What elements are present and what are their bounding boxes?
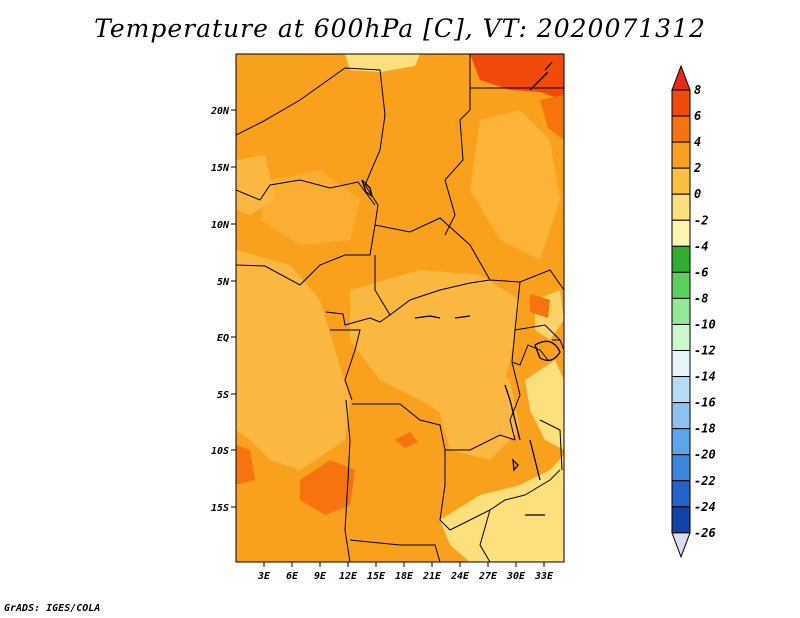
lat-label: 5N bbox=[217, 277, 230, 288]
colorbar-swatch bbox=[671, 115, 691, 143]
colorbar-label: -18 bbox=[694, 422, 716, 436]
lat-label: 10S bbox=[211, 446, 229, 457]
colorbar-swatch bbox=[671, 297, 691, 325]
colorbar-label: -6 bbox=[694, 265, 708, 279]
colorbar-swatch bbox=[671, 167, 691, 195]
grads-credit: GrADS: IGES/COLA bbox=[4, 603, 101, 614]
colorbar-label: -2 bbox=[694, 213, 708, 227]
colorbar-label: -4 bbox=[694, 239, 708, 253]
lon-axis bbox=[263, 562, 545, 567]
map-frame bbox=[235, 53, 565, 563]
colorbar-swatch bbox=[671, 193, 691, 221]
colorbar: 8 6 4 2 0 -2 -4 -6 -8 -10 -12 -14 -16 -18 -20 -22 -24 -26 bbox=[671, 64, 716, 559]
lon-label: 18E bbox=[395, 571, 414, 582]
colorbar-label: -8 bbox=[694, 291, 708, 305]
colorbar-swatch bbox=[671, 350, 691, 378]
colorbar-label: -24 bbox=[694, 500, 716, 514]
lat-axis bbox=[231, 109, 236, 508]
lon-label: 33E bbox=[534, 571, 554, 582]
lon-label: 27E bbox=[478, 571, 498, 582]
lon-label: 15E bbox=[367, 571, 386, 582]
colorbar-label: 8 bbox=[694, 83, 701, 97]
lon-label: 21E bbox=[422, 571, 442, 582]
colorbar-label: -14 bbox=[694, 370, 716, 384]
colorbar-label: -10 bbox=[694, 317, 716, 331]
lat-label: 5S bbox=[217, 390, 229, 401]
colorbar-swatch bbox=[671, 402, 691, 430]
colorbar-swatch bbox=[671, 480, 691, 508]
colorbar-label: 6 bbox=[694, 109, 701, 123]
colorbar-label: -22 bbox=[694, 474, 716, 488]
colorbar-label: -16 bbox=[694, 396, 716, 410]
colorbar-label: 0 bbox=[694, 187, 701, 201]
lat-label: 10N bbox=[211, 220, 230, 231]
colorbar-swatch bbox=[671, 245, 691, 273]
lat-label: 15S bbox=[211, 503, 229, 514]
colorbar-swatch bbox=[671, 271, 691, 299]
lakes bbox=[361, 61, 561, 516]
lon-label: 6E bbox=[286, 571, 299, 582]
colorbar-swatch bbox=[671, 141, 691, 169]
colorbar-swatch bbox=[671, 89, 691, 117]
lon-label: 24E bbox=[450, 571, 470, 582]
country-borders bbox=[236, 54, 564, 562]
colorbar-label: 4 bbox=[694, 135, 701, 149]
colorbar-swatch bbox=[671, 219, 691, 247]
colorbar-swatch bbox=[671, 428, 691, 456]
colorbar-label: -26 bbox=[694, 526, 716, 540]
colorbar-bottom-arrow bbox=[671, 532, 691, 559]
lon-label: 30E bbox=[506, 571, 526, 582]
colorbar-top-arrow bbox=[671, 64, 691, 91]
colorbar-swatch bbox=[671, 376, 691, 404]
lon-label: 12E bbox=[339, 571, 358, 582]
lon-label: 9E bbox=[314, 571, 327, 582]
colorbar-swatch bbox=[671, 323, 691, 352]
lon-label: 3E bbox=[257, 571, 271, 582]
lat-label: 15N bbox=[211, 163, 230, 174]
map-title: Temperature at 600hPa [C], VT: 202007131… bbox=[94, 14, 706, 43]
colorbar-swatch bbox=[671, 454, 691, 482]
lat-label: 20N bbox=[210, 106, 230, 117]
colorbar-label: -12 bbox=[694, 344, 716, 358]
colorbar-swatch bbox=[671, 506, 691, 534]
lat-label: EQ bbox=[217, 333, 229, 344]
colorbar-label: -20 bbox=[694, 448, 716, 462]
colorbar-label: 2 bbox=[693, 161, 701, 175]
